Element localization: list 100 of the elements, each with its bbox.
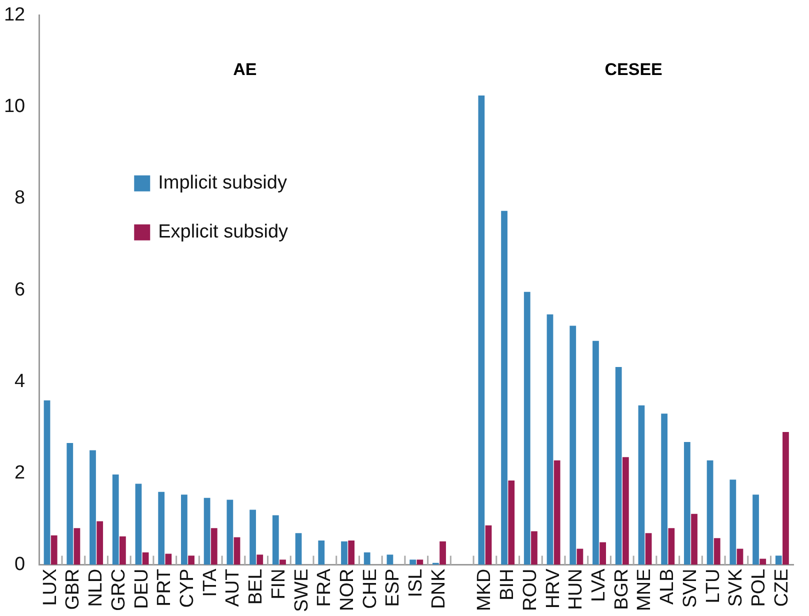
- x-tick-label: SVK: [726, 568, 747, 607]
- y-tick-label: 2: [14, 462, 26, 484]
- bar: [364, 552, 370, 565]
- x-tick-label: CHE: [360, 568, 381, 609]
- bar: [645, 533, 652, 565]
- y-tick-label: 12: [4, 4, 26, 26]
- bar: [714, 538, 720, 565]
- x-tick-label: HUN: [566, 568, 587, 610]
- bar: [74, 528, 80, 565]
- x-tick-label: HRV: [542, 568, 564, 608]
- x-tick-label: CZE: [771, 568, 792, 607]
- x-tick-label: SVN: [680, 568, 701, 608]
- bar: [661, 414, 668, 565]
- y-tick-label: 6: [14, 279, 26, 300]
- x-tick-label: ALB: [657, 568, 678, 605]
- bar: [188, 556, 194, 565]
- annotation: CESEE: [604, 60, 662, 80]
- bar: [524, 292, 530, 565]
- bar: [280, 560, 286, 565]
- y-tick-label: 10: [4, 96, 26, 118]
- x-tick-label: AUT: [222, 568, 244, 607]
- x-tick-label: MNE: [634, 568, 656, 611]
- x-tick-label: DEU: [131, 568, 152, 609]
- x-tick-label: GRC: [108, 568, 130, 611]
- bar: [752, 494, 759, 565]
- x-tick-label: NOR: [337, 568, 358, 611]
- bar: [546, 314, 554, 565]
- bar: [204, 498, 210, 565]
- x-tick-label: NLD: [86, 568, 107, 607]
- bar: [120, 536, 126, 565]
- x-tick-label: SWE: [291, 568, 312, 612]
- x-tick-label: ISL: [406, 568, 427, 598]
- bar: [112, 474, 119, 565]
- x-tick-label: ITA: [200, 568, 221, 597]
- x-tick-label: BIH: [497, 568, 518, 600]
- bar: [165, 554, 172, 565]
- bar: [295, 533, 302, 565]
- bar: [508, 480, 515, 565]
- x-tick-label: MKD: [474, 568, 496, 611]
- bar: [554, 460, 560, 565]
- bar: [485, 525, 492, 565]
- bar: [250, 510, 256, 565]
- bar: [135, 484, 142, 565]
- bar: [615, 366, 622, 565]
- x-tick-label: LVA: [588, 568, 610, 602]
- bar: [158, 492, 165, 565]
- y-tick-label: 0: [14, 554, 26, 575]
- bar: [226, 500, 234, 565]
- bar: [622, 457, 629, 565]
- x-tick-label: DNK: [428, 568, 450, 609]
- bar: [210, 528, 218, 565]
- bar: [501, 210, 508, 565]
- bar: [440, 541, 446, 565]
- x-tick-label: BGR: [611, 568, 632, 610]
- bar: [96, 521, 104, 565]
- bar: [668, 528, 675, 565]
- bar: [782, 432, 789, 565]
- bar: [44, 400, 50, 565]
- y-tick-label: 4: [14, 370, 26, 392]
- legend-label: Explicit subsidy: [158, 222, 289, 243]
- y-tick-label: 8: [14, 188, 26, 209]
- bar: [600, 542, 606, 565]
- bar: [234, 537, 240, 565]
- bar: [66, 442, 74, 565]
- x-tick-label: ROU: [520, 568, 541, 611]
- bar: [142, 552, 149, 565]
- x-tick-label: ESP: [382, 568, 404, 607]
- bar: [256, 554, 264, 565]
- bar: [386, 554, 394, 565]
- bar: [341, 541, 348, 565]
- bar: [90, 450, 96, 565]
- bar: [706, 460, 714, 565]
- bar: [775, 556, 782, 565]
- bar: [410, 560, 416, 565]
- x-tick-label: FRA: [314, 568, 336, 607]
- annotation: AE: [233, 60, 257, 80]
- bar: [416, 560, 424, 565]
- bar: [736, 548, 744, 565]
- legend-label: Implicit subsidy: [158, 172, 288, 194]
- bar: [531, 531, 538, 565]
- bar: [730, 480, 736, 565]
- bar: [348, 540, 355, 565]
- x-tick-label: LTU: [702, 568, 724, 604]
- x-tick-label: BEL: [246, 568, 267, 605]
- bar: [691, 514, 698, 565]
- bar: [181, 494, 188, 565]
- x-tick-label: GBR: [62, 568, 84, 610]
- bar: [50, 535, 58, 565]
- x-tick-label: LUX: [40, 568, 61, 606]
- bar: [318, 540, 325, 565]
- x-tick-label: FIN: [268, 568, 290, 600]
- bar: [570, 326, 576, 565]
- x-tick-label: CYP: [176, 568, 198, 608]
- bar: [272, 515, 279, 565]
- bar: [638, 405, 645, 565]
- bar: [592, 340, 599, 565]
- bar: [760, 558, 766, 565]
- bar: [684, 442, 690, 565]
- x-tick-label: POL: [748, 568, 770, 607]
- bar: [576, 548, 584, 565]
